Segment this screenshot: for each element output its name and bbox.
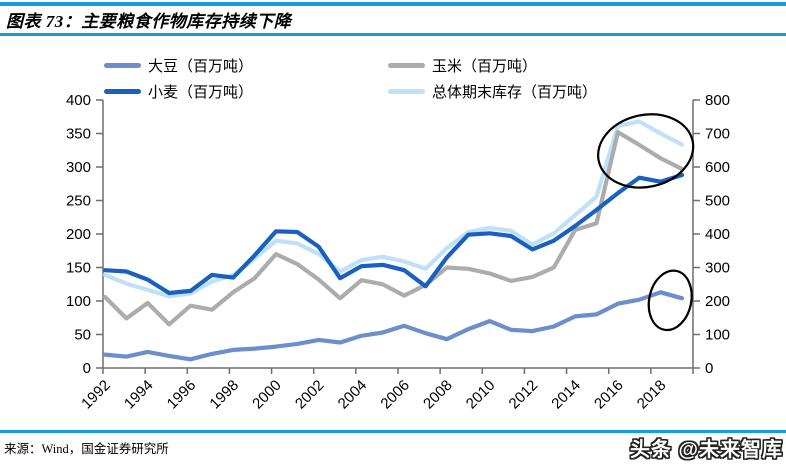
right-axis-tick-label: 400 [705, 226, 730, 243]
footer-rule [0, 430, 786, 433]
x-axis-year-label: 2000 [249, 377, 285, 413]
left-axis-tick-label: 100 [66, 293, 91, 310]
series-line-total [102, 119, 685, 299]
chart-area: 400 350 300 250 200 150 100 50 0 800 700 600 500 400 3… [66, 92, 730, 413]
left-axis-tick-label: 0 [83, 360, 91, 377]
x-axis-year-label: 2008 [420, 377, 456, 413]
right-axis-tick-label: 100 [705, 327, 730, 344]
x-axis-year-label: 1994 [121, 377, 157, 413]
series-line-wheat [102, 172, 685, 296]
header-top-rule [0, 2, 786, 6]
left-axis-tick-label: 150 [66, 260, 91, 277]
legend-swatch-wheat [104, 89, 141, 94]
x-axis-year-label: 2018 [634, 377, 670, 413]
x-axis-year-label: 2006 [377, 377, 413, 413]
header-bottom-rule [0, 33, 786, 36]
x-axis-year-label: 1998 [206, 377, 242, 413]
legend-label-wheat: 小麦（百万吨） [148, 85, 254, 101]
chart-title: 图表 73：主要粮食作物库存持续下降 [6, 12, 292, 31]
left-axis-tick-label: 250 [66, 193, 91, 210]
right-axis-tick-label: 500 [705, 193, 730, 210]
watermark-toutiao-futurethinktank: 头条 @未来智库 [629, 439, 783, 461]
left-axis-tick-label: 300 [66, 159, 91, 176]
series-line-soybean [102, 290, 685, 362]
right-axis-tick-label: 200 [705, 293, 730, 310]
right-axis-tick-label: 700 [705, 126, 730, 143]
x-axis-year-label: 1996 [164, 377, 200, 413]
legend-swatch-total [388, 89, 425, 94]
right-axis-tick-label: 600 [705, 159, 730, 176]
line-chart: 4003503002502001501005008007006005004003… [66, 92, 730, 413]
x-axis-year-label: 2014 [548, 377, 584, 413]
legend-item-corn: 玉米（百万吨） [388, 57, 684, 75]
left-axis-tick-label: 350 [66, 126, 91, 143]
x-axis-year-label: 1992 [78, 377, 114, 413]
x-axis-year-label: 2002 [292, 377, 328, 413]
legend-swatch-corn [388, 63, 425, 68]
annotation-ellipse-2 [647, 269, 693, 332]
series-line-corn [102, 130, 685, 327]
legend-swatch-soybean [104, 63, 141, 68]
left-axis-tick-label: 400 [66, 92, 91, 109]
right-axis-tick-label: 300 [705, 260, 730, 277]
x-axis-year-label: 2012 [506, 377, 542, 413]
right-axis-tick-label: 800 [705, 92, 730, 109]
legend-label-corn: 玉米（百万吨） [432, 59, 538, 75]
chart-legend: 大豆（百万吨） 玉米（百万吨） 小麦（百万吨） 总体期末库存（百万吨） [104, 57, 684, 101]
legend-item-wheat: 小麦（百万吨） [104, 83, 388, 101]
legend-label-soybean: 大豆（百万吨） [148, 59, 254, 75]
x-axis-year-label: 2016 [591, 377, 627, 413]
left-axis-tick-label: 50 [74, 327, 91, 344]
annotation-ellipse-1 [597, 113, 695, 189]
x-axis-year-label: 2004 [335, 377, 371, 413]
source-note: 来源：Wind，国金证券研究所 [4, 442, 169, 456]
right-axis-tick-label: 0 [705, 360, 713, 377]
legend-item-soybean: 大豆（百万吨） [104, 57, 388, 75]
x-axis-year-label: 2010 [463, 377, 499, 413]
legend-label-total: 总体期末库存（百万吨） [432, 85, 598, 101]
left-axis-tick-label: 200 [66, 226, 91, 243]
legend-item-total: 总体期末库存（百万吨） [388, 83, 684, 101]
